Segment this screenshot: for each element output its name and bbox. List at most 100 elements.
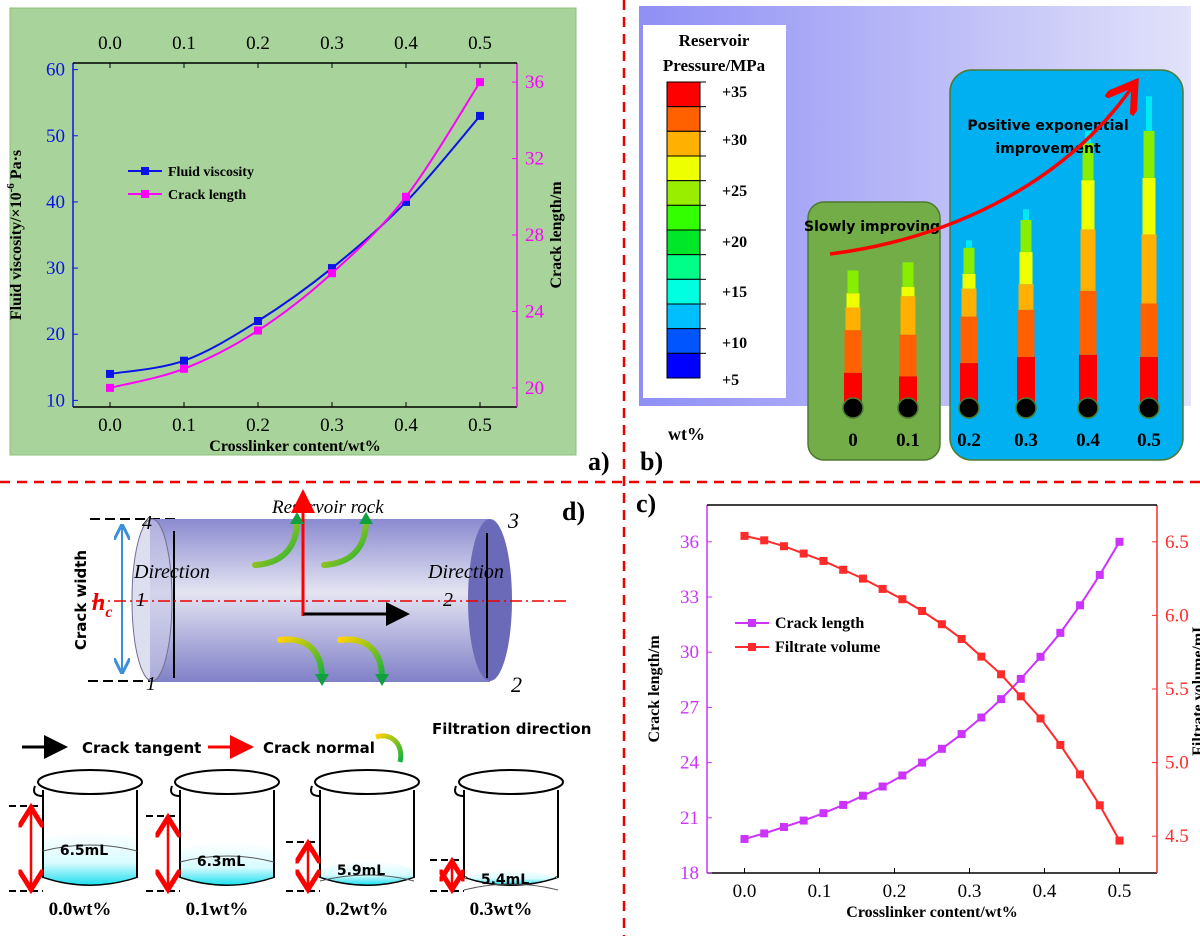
data-point-crack-length: [254, 326, 262, 335]
wt-unit-label: wt%: [668, 424, 705, 444]
hc-subscript: c: [105, 604, 112, 621]
column-segment: [845, 307, 861, 331]
data-point-crack-length: [839, 800, 848, 809]
beaker-rim: [458, 769, 564, 795]
exponential-improvement-box: [949, 69, 1184, 461]
x-tick-label: 0.4: [1033, 881, 1057, 902]
column-segment: [1143, 130, 1155, 178]
beaker-volume-label: 6.3mL: [197, 854, 245, 870]
beaker-concentration-label: 0.2wt%: [326, 899, 389, 920]
column-segment: [1023, 209, 1029, 220]
trend-arrow: [829, 86, 1133, 256]
x-tick-label: 0.1: [172, 415, 196, 436]
beaker-spout: [33, 785, 44, 797]
panel-c-chart: 0.0 0.1 0.2 0.3 0.4 0.5 18 21 24 27 30 33 36 4.5 5.0 5.…: [646, 504, 1200, 921]
column-segment: [844, 330, 862, 373]
data-point-crack-length: [997, 695, 1006, 704]
point-3: 3: [507, 508, 519, 533]
liquid-surface-line: [463, 883, 559, 891]
hc-main: h: [92, 590, 105, 616]
beaker-body: [319, 790, 415, 886]
y-right-axis-title: Filtrate volume/mL: [1190, 622, 1200, 756]
column-segment: [961, 288, 977, 317]
data-point-filtrate-volume: [937, 620, 946, 629]
colorbar-label: +15: [722, 284, 747, 301]
filtration-arrowhead: [315, 674, 329, 686]
y-left-tick-label: 21: [680, 808, 699, 829]
column-label: 0.5: [1137, 430, 1161, 451]
data-point-fluid-viscosity: [106, 369, 114, 378]
data-point-crack-length: [476, 78, 484, 87]
column-segment: [1082, 143, 1094, 181]
column-segment: [1141, 234, 1157, 304]
y-right-axis-title: Crack length/m: [548, 181, 565, 289]
x-top-tick-label: 0.4: [394, 33, 418, 54]
filtration-arrows: [252, 512, 389, 686]
x-top-tick-label: 0.3: [320, 33, 344, 54]
data-point-crack-length: [1056, 628, 1065, 637]
x-top-tick-label: 0.5: [468, 33, 492, 54]
column-segment: [960, 363, 978, 404]
data-point-crack-length: [760, 829, 769, 838]
x-tick-label: 0.1: [808, 881, 832, 902]
x-tick-label: 0.2: [246, 415, 270, 436]
column-segment: [902, 262, 914, 287]
y-right-tick-label: 5.0: [1165, 753, 1189, 774]
panel-b-label: b): [640, 447, 663, 476]
y-left-axis-title: Fluid viscosity/×10-6 Pa·s: [5, 150, 25, 320]
liquid-surface-line: [319, 874, 415, 882]
beakers: 6.5mL 0.0wt% 6.3mL 0.1wt% 5.9mL 0.2wt% 5.4mL 0.…: [9, 769, 564, 920]
legend-label-crack-length: Crack length: [168, 188, 246, 203]
beaker-body: [463, 790, 559, 886]
data-point-fluid-viscosity: [402, 197, 410, 206]
data-point-filtrate-volume: [760, 536, 769, 545]
point-2-bottom: 2: [511, 672, 522, 697]
data-point-crack-length: [898, 771, 907, 780]
colorbar-segment: [666, 328, 701, 354]
colorbar-label: +35: [722, 84, 747, 101]
data-point-filtrate-volume: [997, 670, 1006, 679]
x-tick-label: 0.0: [733, 881, 757, 902]
data-point-crack-length: [819, 809, 828, 818]
point-4: 4: [142, 512, 152, 534]
data-point-crack-length: [180, 364, 188, 373]
legend-tangent-label: Crack tangent: [82, 739, 201, 757]
y-left-tick-label: 30: [680, 642, 699, 663]
panel-a-label: a): [588, 447, 610, 476]
panel-b-simulation: Reservoir Pressure/MPa +35 +30 +25 +20 +15 +1…: [639, 6, 1191, 461]
legend-marker-crack-length: [748, 619, 756, 627]
legend-label-crack-length: Crack length: [775, 615, 864, 632]
beaker-concentration-label: 0.0wt%: [49, 899, 112, 920]
column-segment: [1080, 229, 1096, 291]
colorbar-segment: [666, 130, 701, 157]
data-point-filtrate-volume: [779, 542, 788, 551]
y-left-axis-title-unit: Pa·s: [8, 150, 25, 183]
column-label: 0.3: [1014, 430, 1038, 451]
data-point-crack-length: [1076, 601, 1085, 610]
y-left-tick-label: 40: [46, 192, 65, 213]
direction-right-label: Direction: [427, 561, 504, 583]
column-segment: [1020, 219, 1032, 253]
data-point-crack-length: [957, 730, 966, 739]
y-right-tick-label: 28: [525, 225, 544, 246]
data-point-crack-length: [740, 834, 749, 843]
data-point-filtrate-volume: [1095, 801, 1104, 810]
pressure-legend-title-2: Pressure/MPa: [663, 56, 766, 75]
column-segment: [962, 273, 976, 289]
column-segment: [1140, 356, 1158, 404]
colorbar-segment: [666, 106, 701, 132]
direction-left-label: Direction: [133, 561, 210, 583]
column-segment: [899, 334, 917, 377]
crack-columns: 0 0.1 0.2 0.3 0.4 0.5: [842, 96, 1161, 451]
beaker-volume-label: 6.5mL: [60, 843, 108, 859]
legend-filtration-label: Filtration direction: [432, 720, 591, 738]
exponential-label-2: improvement: [995, 141, 1101, 157]
data-point-filtrate-volume: [918, 606, 927, 615]
cylinder-right-end: [468, 519, 512, 681]
exponential-label-1: Positive exponential: [967, 118, 1128, 134]
column-label: 0.4: [1076, 430, 1100, 451]
data-point-crack-length: [328, 269, 336, 278]
beaker-volume-label: 5.9mL: [337, 863, 385, 879]
column-segment: [1081, 180, 1095, 230]
